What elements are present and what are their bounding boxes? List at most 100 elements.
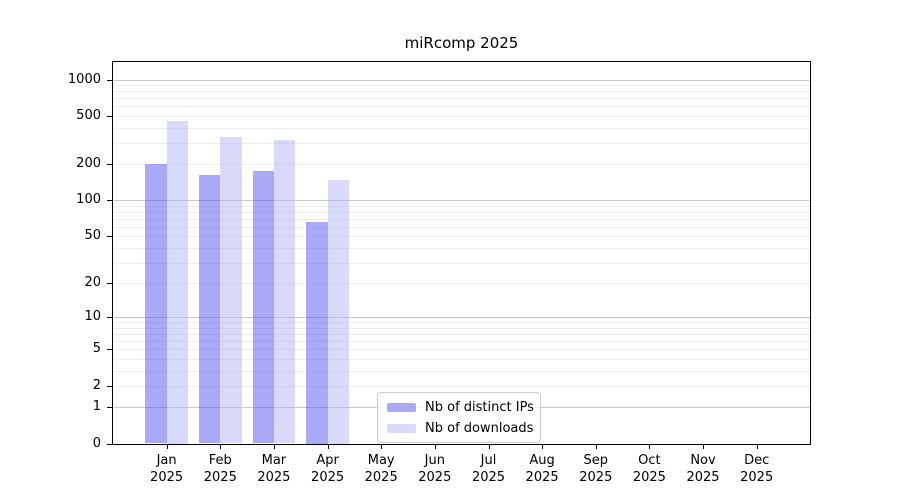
gridline-major xyxy=(113,79,810,81)
gridline-minor xyxy=(113,349,810,351)
gridline-minor xyxy=(113,322,810,324)
plot-area: Nb of distinct IPs Nb of downloads 0 1 2 5 1… xyxy=(68,61,811,485)
bar-distinct-ips xyxy=(252,171,274,444)
legend-swatch-downloads xyxy=(387,423,416,433)
y-tick-mark xyxy=(107,407,112,408)
x-tick-year: 2025 xyxy=(579,470,613,485)
gridline-minor xyxy=(113,327,810,329)
y-tick-mark xyxy=(107,164,112,166)
y-tick-label: 100 xyxy=(76,192,101,208)
x-tick-label: Jul 2025 xyxy=(449,452,529,486)
y-tick-label: 2 xyxy=(92,377,101,393)
y-tick-label: 0 xyxy=(92,435,101,451)
x-tick-month: Mar xyxy=(261,453,287,468)
bar-downloads xyxy=(220,137,242,444)
x-tick-year: 2025 xyxy=(686,470,720,485)
legend-label-distinct-ips: Nb of distinct IPs xyxy=(425,399,534,415)
x-tick-year: 2025 xyxy=(203,470,237,485)
x-tick-mark xyxy=(327,444,329,449)
gridline-minor xyxy=(113,106,810,108)
x-tick-month: Apr xyxy=(316,453,339,468)
legend-swatch-distinct-ips xyxy=(387,402,416,412)
x-tick-label: Mar 2025 xyxy=(234,452,314,486)
gridline-minor xyxy=(113,212,810,213)
x-tick-label: Feb 2025 xyxy=(180,452,260,486)
x-tick-label: Sep 2025 xyxy=(556,452,636,486)
legend-item-distinct-ips: Nb of distinct IPs xyxy=(387,399,534,415)
y-tick-mark xyxy=(107,79,112,81)
x-tick-year: 2025 xyxy=(150,470,184,485)
y-tick-mark xyxy=(107,385,112,387)
x-tick-label: Dec 2025 xyxy=(717,452,797,486)
gridline-minor xyxy=(113,334,810,335)
gridline-major xyxy=(113,200,810,202)
gridline-minor xyxy=(113,116,810,117)
x-tick-label: Oct 2025 xyxy=(609,452,689,486)
x-tick-month: Nov xyxy=(690,453,716,468)
gridline-minor xyxy=(113,127,810,129)
y-tick-mark xyxy=(107,349,112,351)
bar-downloads xyxy=(327,179,349,444)
x-tick-mark xyxy=(166,444,168,449)
gridline-minor xyxy=(113,247,810,249)
gridline-minor xyxy=(113,98,810,100)
legend-item-downloads: Nb of downloads xyxy=(387,420,534,436)
gridline-minor xyxy=(113,358,810,360)
bar-downloads xyxy=(166,121,188,444)
x-tick-month: Jan xyxy=(156,453,177,468)
x-tick-year: 2025 xyxy=(364,470,398,485)
gridline-minor xyxy=(113,385,810,387)
bar-distinct-ips xyxy=(198,175,221,444)
bar-downloads xyxy=(273,139,296,444)
gridline-minor xyxy=(113,164,810,166)
y-tick-mark xyxy=(107,283,112,285)
x-tick-mark xyxy=(488,444,490,449)
x-tick-month: Jul xyxy=(480,453,497,468)
x-tick-mark xyxy=(220,444,222,449)
y-tick-label: 200 xyxy=(76,156,101,172)
legend: Nb of distinct IPs Nb of downloads xyxy=(377,392,541,443)
x-tick-label: Nov 2025 xyxy=(663,452,743,486)
x-tick-year: 2025 xyxy=(740,470,774,485)
x-tick-month: Oct xyxy=(638,453,661,468)
y-tick-mark xyxy=(107,200,112,202)
y-tick-mark xyxy=(107,317,112,319)
x-tick-month: Feb xyxy=(208,453,232,468)
gridline-minor xyxy=(113,370,810,372)
gridline-minor xyxy=(113,142,810,144)
x-tick-label: Jun 2025 xyxy=(395,452,475,486)
x-tick-month: Jun xyxy=(424,453,445,468)
y-tick-label: 50 xyxy=(84,228,101,244)
y-tick-mark xyxy=(107,116,112,117)
chart-title: miRcomp 2025 xyxy=(404,34,519,52)
gridline-minor xyxy=(113,341,810,342)
legend-label-downloads: Nb of downloads xyxy=(425,420,534,436)
x-tick-mark xyxy=(595,444,597,449)
gridline-minor xyxy=(113,262,810,264)
x-tick-mark xyxy=(434,444,436,449)
x-tick-year: 2025 xyxy=(471,470,506,485)
x-tick-year: 2025 xyxy=(525,470,559,485)
y-tick-label: 1 xyxy=(92,399,101,414)
y-tick-label: 1000 xyxy=(67,71,101,87)
x-tick-year: 2025 xyxy=(418,470,452,485)
y-tick-label: 10 xyxy=(84,309,101,325)
x-tick-label: Aug 2025 xyxy=(502,452,582,486)
x-tick-mark xyxy=(649,444,651,449)
y-tick-label: 20 xyxy=(84,275,101,291)
gridline-minor xyxy=(113,236,810,238)
x-tick-mark xyxy=(542,444,544,449)
x-tick-month: Aug xyxy=(529,453,555,468)
x-tick-year: 2025 xyxy=(632,470,666,485)
gridline-minor xyxy=(113,283,810,285)
x-tick-mark xyxy=(703,444,704,449)
x-tick-month: Sep xyxy=(583,453,609,468)
x-tick-label: May 2025 xyxy=(341,452,421,486)
gridline-minor xyxy=(113,85,810,87)
x-tick-month: Dec xyxy=(744,453,770,468)
y-tick-label: 5 xyxy=(92,341,101,357)
y-tick-label: 500 xyxy=(76,108,101,123)
x-tick-year: 2025 xyxy=(257,470,291,485)
gridline-major xyxy=(113,317,810,319)
